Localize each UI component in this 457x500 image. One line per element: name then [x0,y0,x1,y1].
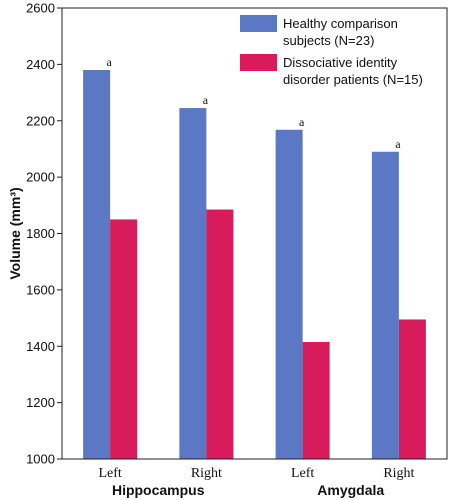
significance-marker: a [106,55,112,69]
x-tick-label: Left [98,466,121,481]
significance-marker: a [203,93,209,107]
y-tick-label: 1600 [26,282,55,297]
group-label: Amygdala [317,482,384,498]
y-axis-label: Volume (mm³) [7,187,23,279]
bar [179,108,207,460]
y-tick-label: 2400 [26,57,55,72]
y-tick-label: 2600 [26,1,55,16]
group-label: Hippocampus [112,482,205,498]
bar [206,209,234,459]
x-tick-label: Right [191,466,222,481]
legend-label: Healthy comparison subjects (N=23) [283,16,398,48]
y-tick-label: 2000 [26,170,55,185]
plot-frame [61,7,448,460]
bar [398,319,426,459]
x-tick-label: Left [291,466,314,481]
bar [275,129,303,459]
legend-swatch [240,54,277,71]
bar [110,219,138,459]
legend-label: Dissociative identity disorder patients (… [283,55,423,87]
bar [371,151,399,459]
x-tick-label: Right [383,466,414,481]
y-tick-label: 1400 [26,339,55,354]
y-tick-label: 2200 [26,113,55,128]
bar [83,70,111,459]
bar [302,342,330,459]
bars: a a a a [83,55,426,460]
y-tick-label: 1200 [26,395,55,410]
y-tick-label: 1000 [26,452,55,467]
legend-swatch [240,15,277,32]
significance-marker: a [395,137,401,151]
y-axis-ticks: 1000 1200 1400 1600 1800 2000 2200 2400 2600 [26,1,62,467]
significance-marker: a [299,115,305,129]
y-tick-label: 1800 [26,226,55,241]
legend: Healthy comparison subjects (N=23) Dissoci… [240,15,423,87]
